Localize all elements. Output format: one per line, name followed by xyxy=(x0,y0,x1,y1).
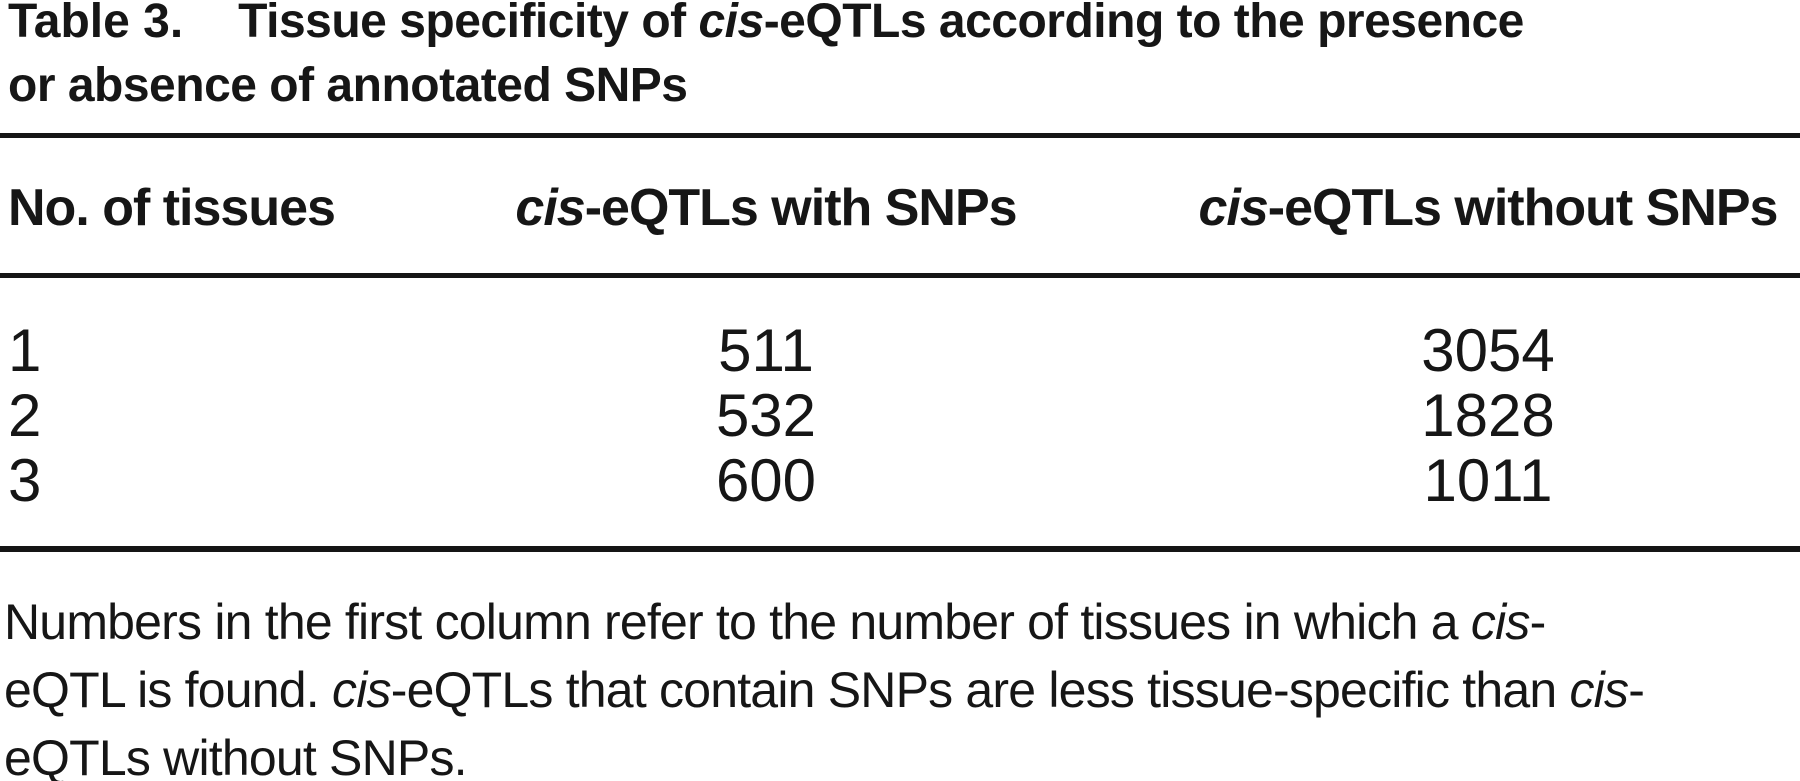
table-title-line1: Table 3. Tissue specificity of cis-eQTLs … xyxy=(8,0,1798,54)
header-text: -eQTLs with SNPs xyxy=(584,179,1018,237)
cell-eqtls-without-snps: 3054 xyxy=(1421,317,1555,384)
footnote-cis-italic: cis xyxy=(1470,594,1531,650)
table-header-row: No. of tissues cis-eQTLs with SNPs cis-e… xyxy=(0,180,1800,236)
table-body: 1 511 3054 2 532 1828 3 600 1011 xyxy=(0,318,1800,513)
column-header-eqtls-with-snps: cis-eQTLs with SNPs xyxy=(416,180,1116,236)
column-header-eqtls-without-snps: cis-eQTLs without SNPs xyxy=(1138,180,1800,236)
footnote-text: Numbers in the first column refer to the… xyxy=(4,594,1471,650)
bottom-rule xyxy=(0,546,1800,552)
top-rule xyxy=(0,133,1800,138)
footnote-line3: eQTLs without SNPs. xyxy=(4,730,468,781)
cell-no-of-tissues: 3 xyxy=(8,447,42,514)
footnote-hyphen: - xyxy=(1529,594,1547,650)
table-footnote: Numbers in the first column refer to the… xyxy=(4,588,1800,781)
cell-no-of-tissues: 1 xyxy=(8,317,42,384)
header-rule xyxy=(0,273,1800,278)
footnote-cis-italic: cis xyxy=(1569,662,1629,718)
title-cis-italic: cis xyxy=(698,0,764,48)
footnote-text: eQTL is found. xyxy=(4,662,332,718)
header-text: -eQTLs without SNPs xyxy=(1267,179,1779,237)
table-row: 3 600 1011 xyxy=(0,448,1800,513)
footnote-cis-italic: cis xyxy=(332,662,392,718)
cell-no-of-tissues: 2 xyxy=(8,382,42,449)
header-cis-italic: cis xyxy=(515,179,585,237)
title-text-pre: Tissue specificity of xyxy=(238,0,699,48)
footnote-line1: Numbers in the first column refer to the… xyxy=(4,588,1800,656)
footnote-line2: eQTL is found. cis-eQTLs that contain SN… xyxy=(4,656,1800,724)
cell-eqtls-with-snps: 600 xyxy=(715,447,817,514)
table-title: Table 3. Tissue specificity of cis-eQTLs … xyxy=(8,0,1798,118)
table-row: 1 511 3054 xyxy=(0,318,1800,383)
table-number-label: Table 3. xyxy=(8,0,184,48)
footnote-text: -eQTLs that contain SNPs are less tissue… xyxy=(390,662,1570,718)
title-text-post: -eQTLs according to the presence xyxy=(763,0,1525,48)
table-row: 2 532 1828 xyxy=(0,383,1800,448)
cell-eqtls-with-snps: 511 xyxy=(718,317,814,384)
cell-eqtls-with-snps: 532 xyxy=(715,382,817,449)
cell-eqtls-without-snps: 1011 xyxy=(1423,447,1553,514)
table-title-line2: or absence of annotated SNPs xyxy=(8,59,688,112)
column-header-no-of-tissues: No. of tissues xyxy=(8,179,336,237)
cell-eqtls-without-snps: 1828 xyxy=(1421,382,1555,449)
footnote-hyphen: - xyxy=(1628,662,1645,718)
header-cis-italic: cis xyxy=(1198,179,1269,237)
